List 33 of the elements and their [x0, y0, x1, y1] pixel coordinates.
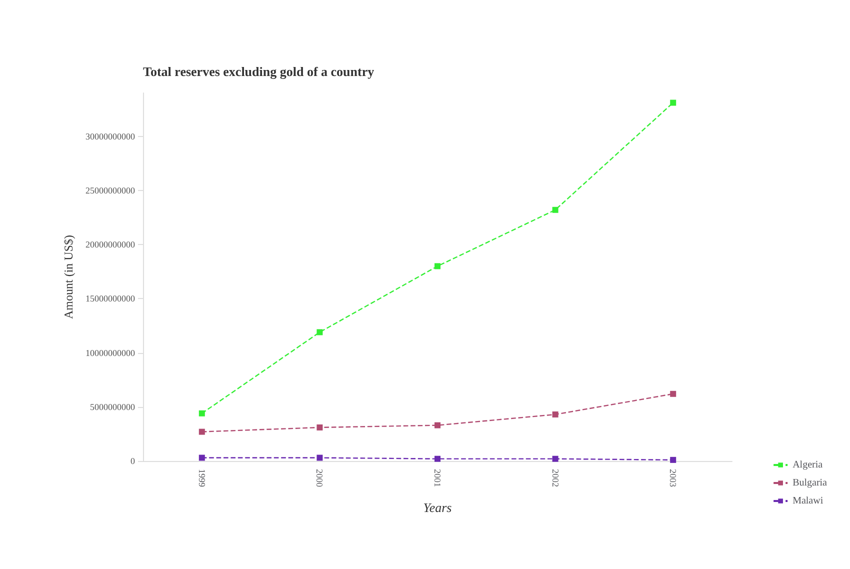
- point: [434, 422, 440, 428]
- y-tick-label: 0: [130, 456, 136, 466]
- x-tick-label: 2000: [314, 469, 325, 488]
- legend-label: Algeria: [792, 460, 824, 470]
- y-tick-label: 15000000000: [86, 294, 136, 304]
- point: [316, 329, 323, 336]
- point: [552, 456, 558, 462]
- point: [198, 410, 205, 416]
- legend-label: Bulgaria: [792, 478, 828, 488]
- y-tick-label: 5000000000: [90, 402, 136, 412]
- point: [552, 206, 558, 213]
- x-tick-label: 2002: [550, 469, 560, 487]
- chart-title: Total reserves excluding gold of a country: [143, 64, 375, 79]
- x-tick-label: 2003: [668, 469, 678, 488]
- x-axis-title: Years: [423, 500, 452, 515]
- y-tick-label: 25000000000: [86, 185, 136, 196]
- point: [316, 454, 323, 461]
- y-tick-label: 30000000000: [86, 131, 136, 142]
- y-tick-label: 20000000000: [86, 240, 136, 250]
- point: [670, 456, 676, 463]
- x-tick-label: 2001: [432, 469, 442, 487]
- point: [434, 456, 440, 462]
- point: [198, 454, 205, 461]
- y-tick-label: 10000000000: [86, 348, 136, 358]
- point: [670, 100, 676, 106]
- point: [670, 390, 676, 397]
- point: [434, 263, 440, 270]
- point: [316, 424, 323, 430]
- point: [552, 411, 558, 418]
- legend-label: Malawi: [792, 496, 824, 506]
- x-tick-label: 1999: [196, 469, 207, 488]
- y-axis-title: Amount (in US$): [62, 234, 76, 319]
- point: [198, 428, 205, 435]
